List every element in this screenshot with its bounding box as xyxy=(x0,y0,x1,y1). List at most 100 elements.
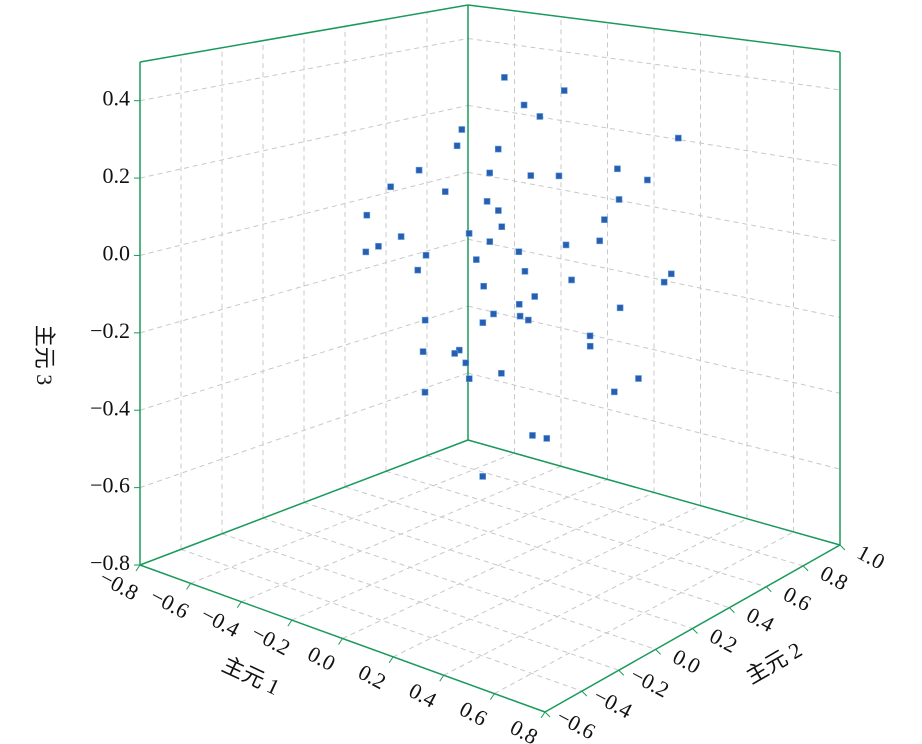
z-axis-title: 主元 3 xyxy=(32,325,57,386)
point xyxy=(615,196,623,203)
point xyxy=(586,332,594,340)
point xyxy=(515,248,523,256)
point xyxy=(375,243,382,250)
tick-mark xyxy=(729,607,735,613)
point xyxy=(527,172,535,179)
point xyxy=(458,126,466,133)
point xyxy=(495,207,502,214)
x-tick-label: 0.6 xyxy=(456,696,492,731)
grid-line xyxy=(344,486,730,609)
tick-mark xyxy=(544,711,551,718)
tick-mark xyxy=(287,619,293,627)
point xyxy=(635,375,642,382)
point xyxy=(543,435,551,442)
point xyxy=(660,278,668,286)
point xyxy=(521,268,529,275)
axis-line xyxy=(467,4,841,53)
point xyxy=(516,312,524,320)
point xyxy=(479,473,486,480)
y-tick-label: 0.8 xyxy=(816,560,852,595)
x-tick-label: 0.4 xyxy=(405,678,441,713)
tick-mark xyxy=(802,565,809,572)
point xyxy=(462,359,470,367)
point xyxy=(494,145,502,153)
point xyxy=(397,233,405,240)
x-tick-label: 0.2 xyxy=(354,659,390,694)
point xyxy=(520,101,528,109)
tick-mark xyxy=(338,638,343,645)
y-tick-label: −0.4 xyxy=(590,683,637,724)
tick-mark xyxy=(655,649,661,655)
point xyxy=(616,304,624,312)
tick-mark xyxy=(765,586,772,593)
point xyxy=(531,293,538,300)
point xyxy=(560,87,568,94)
point xyxy=(498,370,505,377)
y-tick-label: −0.2 xyxy=(626,662,673,703)
grid-line xyxy=(443,518,748,676)
z-tick-label: 0.2 xyxy=(103,163,131,188)
point xyxy=(568,276,575,284)
z-tick-label: 0.0 xyxy=(103,241,131,266)
x-tick-label: −0.2 xyxy=(248,620,295,661)
z-tick-label: −0.8 xyxy=(90,550,130,575)
x-axis-title: 主元 1 xyxy=(218,652,283,700)
grid-line xyxy=(426,455,804,567)
point xyxy=(498,223,506,230)
point xyxy=(596,237,603,245)
point xyxy=(525,316,532,324)
tick-mark xyxy=(618,669,625,676)
axis-line xyxy=(139,4,469,63)
grid-line xyxy=(494,531,794,695)
grid-line xyxy=(139,37,469,102)
point xyxy=(529,432,536,439)
tick-mark xyxy=(439,674,445,682)
point xyxy=(414,266,422,274)
grid-line xyxy=(467,372,841,470)
point xyxy=(486,238,494,245)
grid-line xyxy=(467,171,841,243)
axis-line xyxy=(467,439,841,546)
point xyxy=(675,134,682,142)
x-tick-label: −0.6 xyxy=(146,583,193,624)
grid-line xyxy=(262,517,656,650)
tick-mark xyxy=(135,564,141,572)
point xyxy=(363,211,371,219)
grid-line xyxy=(180,548,583,692)
point xyxy=(479,319,487,326)
point xyxy=(421,316,429,324)
y-tick-label: 0.2 xyxy=(706,623,742,658)
point xyxy=(473,256,480,263)
grid-line xyxy=(385,470,767,588)
point xyxy=(486,169,493,177)
point xyxy=(614,165,621,173)
point xyxy=(668,270,675,278)
grid-line xyxy=(139,104,469,179)
grid-line xyxy=(190,452,515,584)
grid-line xyxy=(467,238,841,318)
axis-line xyxy=(139,439,469,566)
point xyxy=(465,230,473,237)
point xyxy=(421,389,429,396)
z-tick-label: −0.4 xyxy=(90,395,130,420)
z-tick-label: −0.6 xyxy=(90,473,130,498)
point xyxy=(611,388,618,396)
point xyxy=(415,166,423,174)
tick-mark xyxy=(692,628,698,634)
z-tick-label: −0.2 xyxy=(90,318,130,343)
y-tick-label: 1.0 xyxy=(853,539,889,574)
point xyxy=(456,346,463,354)
tick-mark xyxy=(388,656,394,664)
x-tick-label: 0.8 xyxy=(506,714,542,744)
grid-line xyxy=(139,171,469,256)
tick-mark xyxy=(581,690,588,697)
point xyxy=(465,375,473,382)
z-tick-label: 0.4 xyxy=(103,86,131,111)
point xyxy=(555,172,563,180)
tick-mark xyxy=(540,711,546,719)
point xyxy=(501,74,508,81)
point xyxy=(441,188,449,195)
point xyxy=(422,252,430,259)
grid-line xyxy=(139,238,469,334)
